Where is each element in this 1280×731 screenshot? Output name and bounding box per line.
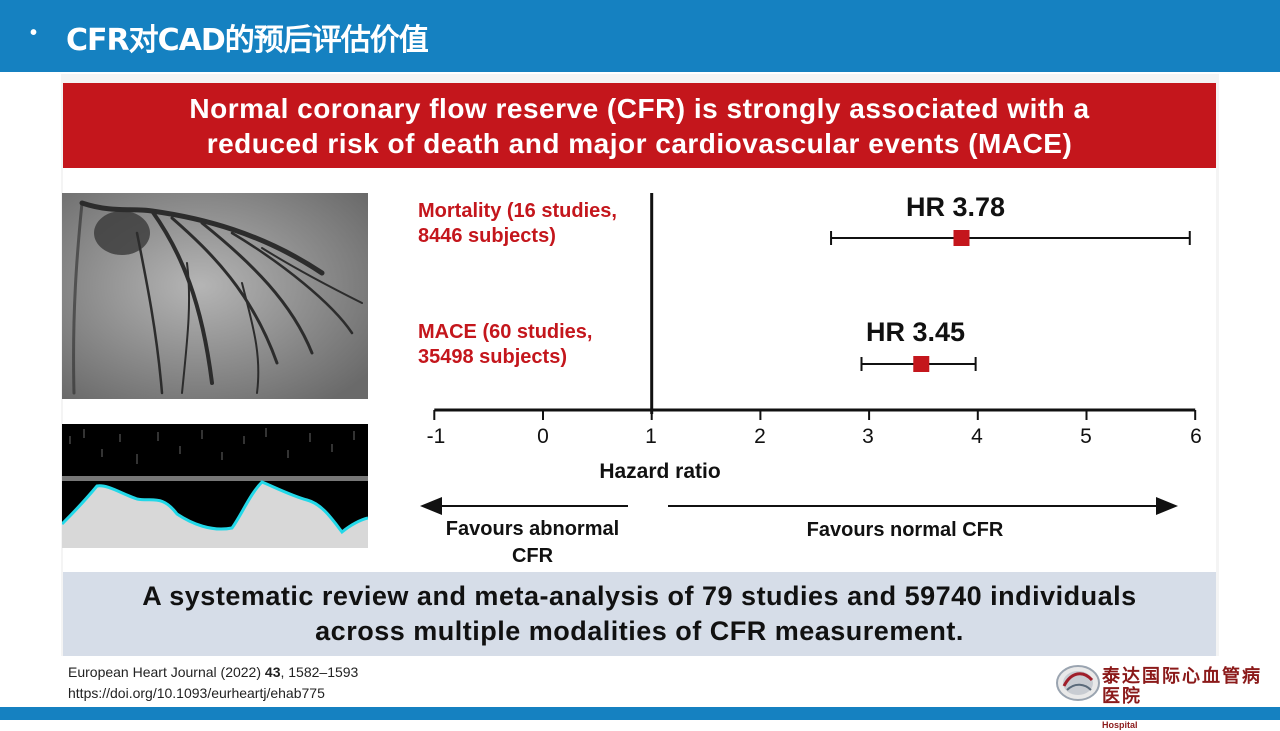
summary-line-1: A systematic review and meta-analysis of… — [142, 581, 1137, 611]
headline-banner: Normal coronary flow reserve (CFR) is st… — [63, 83, 1216, 168]
hospital-logo: 泰达国际心血管病医院 TEDA International Cardiovasc… — [1102, 667, 1280, 731]
row-label-mortality-line-1: Mortality (16 studies, — [418, 200, 617, 222]
header-bar: • CFR对CAD的预后评估价值 — [0, 0, 1280, 72]
favours-left-label: Favours abnormal CFR — [420, 516, 645, 570]
tick-label: 3 — [862, 425, 874, 448]
headline-line-1: Normal coronary flow reserve (CFR) is st… — [189, 92, 1090, 124]
row-label-mortality: Mortality (16 studies, 8446 subjects) — [418, 199, 617, 249]
doppler-image — [62, 424, 368, 548]
tick-label: 5 — [1080, 425, 1092, 448]
row-label-mace-line-1: MACE (60 studies, — [418, 321, 593, 343]
summary-box: A systematic review and meta-analysis of… — [63, 572, 1216, 656]
hr-point-marker — [913, 356, 930, 372]
citation-journal: European Heart Journal (2022) — [68, 664, 265, 680]
title-bullet: • — [30, 22, 38, 44]
favours-left-line-1: Favours abnormal — [445, 518, 620, 540]
footer-bar — [0, 707, 1280, 720]
favours-left-line-2: CFR — [511, 545, 554, 567]
tick-label: 6 — [1190, 425, 1202, 448]
angiogram-drawing — [62, 193, 368, 399]
favours-left-arrowhead — [420, 497, 442, 515]
favours-right-arrowhead — [1156, 497, 1178, 515]
row-label-mace-line-2: 35498 subjects) — [418, 346, 567, 368]
row-label-mortality-line-2: 8446 subjects) — [418, 225, 556, 247]
tick-label: 4 — [971, 425, 983, 448]
favours-right-label: Favours normal CFR — [806, 519, 1004, 541]
doppler-drawing — [62, 424, 368, 548]
tick-label: 2 — [754, 425, 766, 448]
row-label-mace: MACE (60 studies, 35498 subjects) — [418, 320, 592, 370]
tick-label: 1 — [645, 425, 657, 448]
hospital-logo-icon — [1056, 665, 1100, 701]
tick-label: 0 — [537, 425, 549, 448]
hospital-name-cn: 泰达国际心血管病医院 — [1102, 666, 1262, 707]
summary-line-2: across multiple modalities of CFR measur… — [315, 616, 964, 646]
citation: European Heart Journal (2022) 43, 1582–1… — [68, 662, 358, 704]
angiogram-image — [62, 193, 368, 399]
citation-volume: 43 — [264, 664, 281, 680]
tick-label: -1 — [426, 425, 446, 448]
hr-label-mace: HR 3.45 — [866, 317, 966, 347]
citation-pages: , 1582–1593 — [280, 664, 359, 680]
slide-title: CFR对CAD的预后评估价值 — [66, 23, 429, 58]
hr-label-mortality: HR 3.78 — [906, 192, 1006, 222]
hr-point-marker — [953, 230, 970, 246]
x-axis-title: Hazard ratio — [599, 460, 721, 483]
headline-line-2: reduced risk of death and major cardiova… — [206, 127, 1073, 159]
citation-doi: https://doi.org/10.1093/eurheartj/ehab77… — [68, 685, 325, 701]
